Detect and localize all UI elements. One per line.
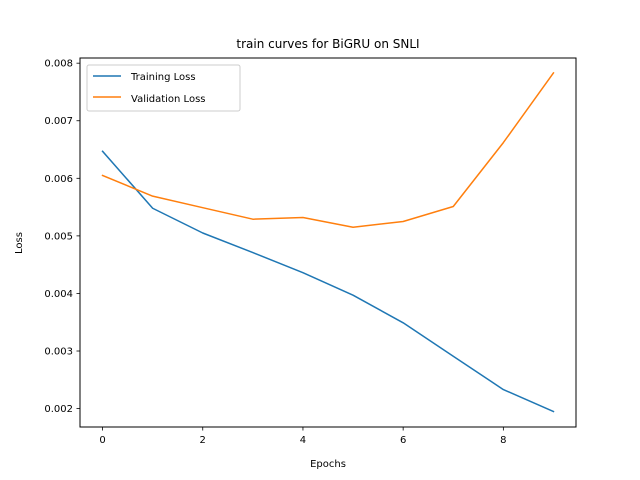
chart-title: train curves for BiGRU on SNLI (236, 37, 419, 51)
x-tick-label: 6 (400, 435, 406, 446)
legend-label-training-loss: Training Loss (130, 72, 196, 83)
axes-layer: 0 2 4 6 8 0.002 0.003 0.004 0.005 0.006 0.007 0.008 (44, 59, 506, 446)
y-tick-label: 0.003 (44, 347, 73, 358)
series-layer (101, 71, 555, 413)
x-tick-label: 0 (99, 435, 105, 446)
y-tick-label: 0.005 (44, 231, 73, 242)
x-tick-label: 2 (200, 435, 206, 446)
y-tick-label: 0.004 (44, 289, 73, 300)
y-axis-title: Loss (14, 232, 25, 254)
series-line-training-loss (101, 150, 555, 413)
x-axis-title: Epochs (310, 459, 346, 470)
legend: Training Loss Validation Loss (86, 64, 241, 112)
y-tick-label: 0.006 (44, 174, 73, 185)
legend-box (86, 64, 241, 112)
y-tick-label: 0.008 (44, 59, 73, 70)
x-tick-label: 4 (300, 435, 306, 446)
series-line-validation-loss (101, 71, 555, 228)
x-tick-label: 8 (500, 435, 506, 446)
y-tick-label: 0.007 (44, 116, 73, 127)
y-tick-label: 0.002 (44, 404, 73, 415)
legend-label-validation-loss: Validation Loss (131, 94, 206, 105)
plot-frame (79, 57, 577, 428)
